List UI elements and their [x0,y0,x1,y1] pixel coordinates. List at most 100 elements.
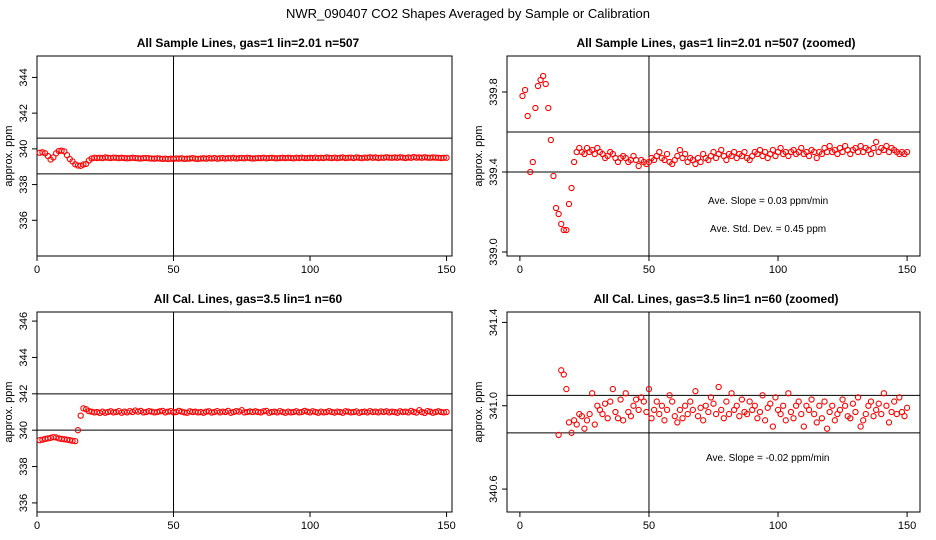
y-tick-label: 339.4 [488,158,500,186]
data-point [440,154,447,161]
data-point [410,408,417,416]
data-point [558,220,565,228]
data-point [831,417,838,424]
data-point [170,409,177,416]
data-point [80,161,87,168]
data-point [811,410,818,418]
data-point [746,398,753,405]
data-point [632,156,640,164]
data-point [756,408,764,416]
data-point [583,417,591,424]
data-point [534,82,542,90]
data-point [658,402,666,409]
data-point [586,410,593,418]
data-point [878,410,885,418]
x-tick-label: 50 [167,520,179,532]
data-point [529,158,536,166]
data-point [661,417,668,424]
data-point [635,406,642,414]
data-point [591,421,598,428]
data-point [609,385,616,393]
data-point [787,408,795,416]
plot-frame [506,311,921,513]
data-point [849,400,857,407]
plot-frame [506,55,921,257]
data-point [443,408,450,416]
data-point [676,146,684,154]
data-point [720,415,727,422]
data-point [731,148,738,156]
x-tick-label: 0 [34,264,40,276]
y-tick-label: 340 [18,140,30,158]
data-point [527,168,534,176]
data-point [839,148,846,156]
data-point [519,92,526,100]
data-point [589,390,596,397]
data-point [854,394,862,401]
data-point [648,415,655,422]
data-point [883,142,890,150]
data-point [581,150,588,158]
data-point [710,400,717,407]
data-point [573,421,580,428]
data-point [813,419,820,426]
data-point [674,152,681,160]
x-tick-label: 50 [643,520,655,532]
data-point [700,417,707,424]
panel-title: All Cal. Lines, gas=3.5 lin=1 n=60 (zoom… [593,292,838,306]
data-point [524,112,531,120]
data-point [208,409,215,416]
data-point [772,394,779,401]
data-point [604,415,611,422]
data-point [581,425,588,432]
data-point [761,417,769,424]
data-point [733,402,740,409]
data-point [800,423,807,430]
data-point [542,80,549,88]
data-point [653,398,660,405]
x-tick-label: 0 [34,520,40,532]
y-tick-label: 336 [18,494,30,512]
data-point [867,150,875,158]
data-point [568,184,575,192]
data-point [816,402,823,409]
x-tick-label: 100 [769,264,787,276]
data-point [857,142,864,150]
y-tick-label: 344 [18,348,30,366]
y-tick-label: 338 [18,457,30,475]
data-point [679,415,686,422]
data-point [627,413,635,420]
y-tick-label: 344 [18,68,30,86]
data-point [718,406,725,414]
x-tick-label: 150 [898,264,916,276]
data-point [718,146,725,154]
data-point [601,400,609,407]
data-point [901,413,908,420]
data-point [424,407,431,415]
data-point [620,417,627,424]
data-point [707,394,715,401]
data-point [550,172,557,180]
data-point [650,406,658,414]
data-point [885,419,893,426]
data-point [643,408,650,416]
panel-title: All Cal. Lines, gas=3.5 lin=1 n=60 [154,292,343,306]
data-point [77,412,84,419]
data-point [751,402,758,409]
data-point [676,406,684,414]
data-point [612,408,619,416]
data-point [301,407,308,415]
data-point [309,408,316,415]
data-point [545,104,552,112]
data-point [276,407,284,415]
data-point [663,150,671,158]
data-point [578,413,586,420]
x-tick-label: 0 [517,520,523,532]
data-point [74,427,82,434]
data-point [325,407,333,415]
data-point [808,396,815,403]
data-point [666,392,673,399]
data-point [754,415,761,422]
data-point [681,402,689,409]
